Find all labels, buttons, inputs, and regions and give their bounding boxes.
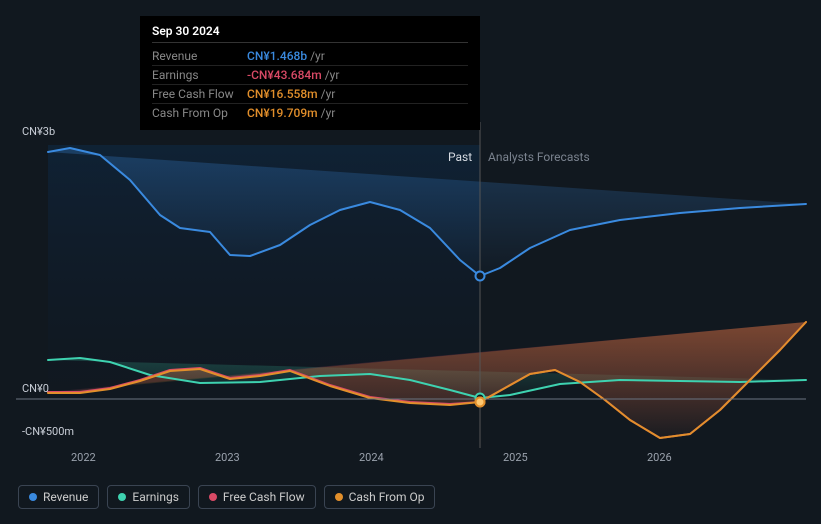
tooltip-row-suffix: /yr <box>321 87 336 101</box>
tooltip-row-value: CN¥1.468b <box>247 49 307 63</box>
tooltip-row-suffix: /yr <box>325 68 340 82</box>
legend-item-cfo[interactable]: Cash From Op <box>324 485 436 509</box>
y-tick-label: CN¥0 <box>22 382 49 395</box>
tooltip-row-suffix: /yr <box>310 49 325 63</box>
legend-item-label: Earnings <box>132 490 179 504</box>
forecast-section-label: Analysts Forecasts <box>488 150 590 164</box>
hover-marker-revenue <box>476 272 485 281</box>
legend-dot-icon <box>209 493 217 501</box>
tooltip-row-suffix: /yr <box>321 106 336 120</box>
tooltip-row: RevenueCN¥1.468b/yr <box>152 47 468 66</box>
legend-dot-icon <box>29 493 37 501</box>
tooltip-date: Sep 30 2024 <box>152 24 468 43</box>
legend-item-fcf[interactable]: Free Cash Flow <box>198 485 316 509</box>
y-tick-label: -CN¥500m <box>22 425 74 438</box>
tooltip-row-value: CN¥19.709m <box>247 106 318 120</box>
financials-chart: Sep 30 2024 RevenueCN¥1.468b/yrEarnings-… <box>0 0 821 524</box>
x-tick-label: 2022 <box>71 451 96 464</box>
legend-item-label: Free Cash Flow <box>223 490 305 504</box>
tooltip-row-value: -CN¥43.684m <box>247 68 322 82</box>
tooltip-row-label: Revenue <box>152 49 247 63</box>
x-tick-label: 2023 <box>215 451 240 464</box>
past-section-label: Past <box>448 150 472 164</box>
legend-item-revenue[interactable]: Revenue <box>18 485 99 509</box>
tooltip-row-value: CN¥16.558m <box>247 87 318 101</box>
tooltip-row-label: Cash From Op <box>152 106 247 120</box>
legend-dot-icon <box>335 493 343 501</box>
legend-dot-icon <box>118 493 126 501</box>
legend-item-earnings[interactable]: Earnings <box>107 485 190 509</box>
hover-tooltip: Sep 30 2024 RevenueCN¥1.468b/yrEarnings-… <box>140 16 480 130</box>
y-tick-label: CN¥3b <box>22 125 55 138</box>
tooltip-row: Cash From OpCN¥19.709m/yr <box>152 104 468 122</box>
x-tick-label: 2024 <box>359 451 384 464</box>
hover-marker-cfo <box>476 398 485 407</box>
tooltip-row-label: Earnings <box>152 68 247 82</box>
tooltip-row-label: Free Cash Flow <box>152 87 247 101</box>
tooltip-row: Earnings-CN¥43.684m/yr <box>152 66 468 85</box>
x-tick-label: 2025 <box>503 451 528 464</box>
legend-item-label: Cash From Op <box>349 490 425 504</box>
tooltip-row: Free Cash FlowCN¥16.558m/yr <box>152 85 468 104</box>
legend: Revenue Earnings Free Cash Flow Cash From O… <box>18 485 435 509</box>
x-tick-label: 2026 <box>647 451 672 464</box>
legend-item-label: Revenue <box>43 490 88 504</box>
